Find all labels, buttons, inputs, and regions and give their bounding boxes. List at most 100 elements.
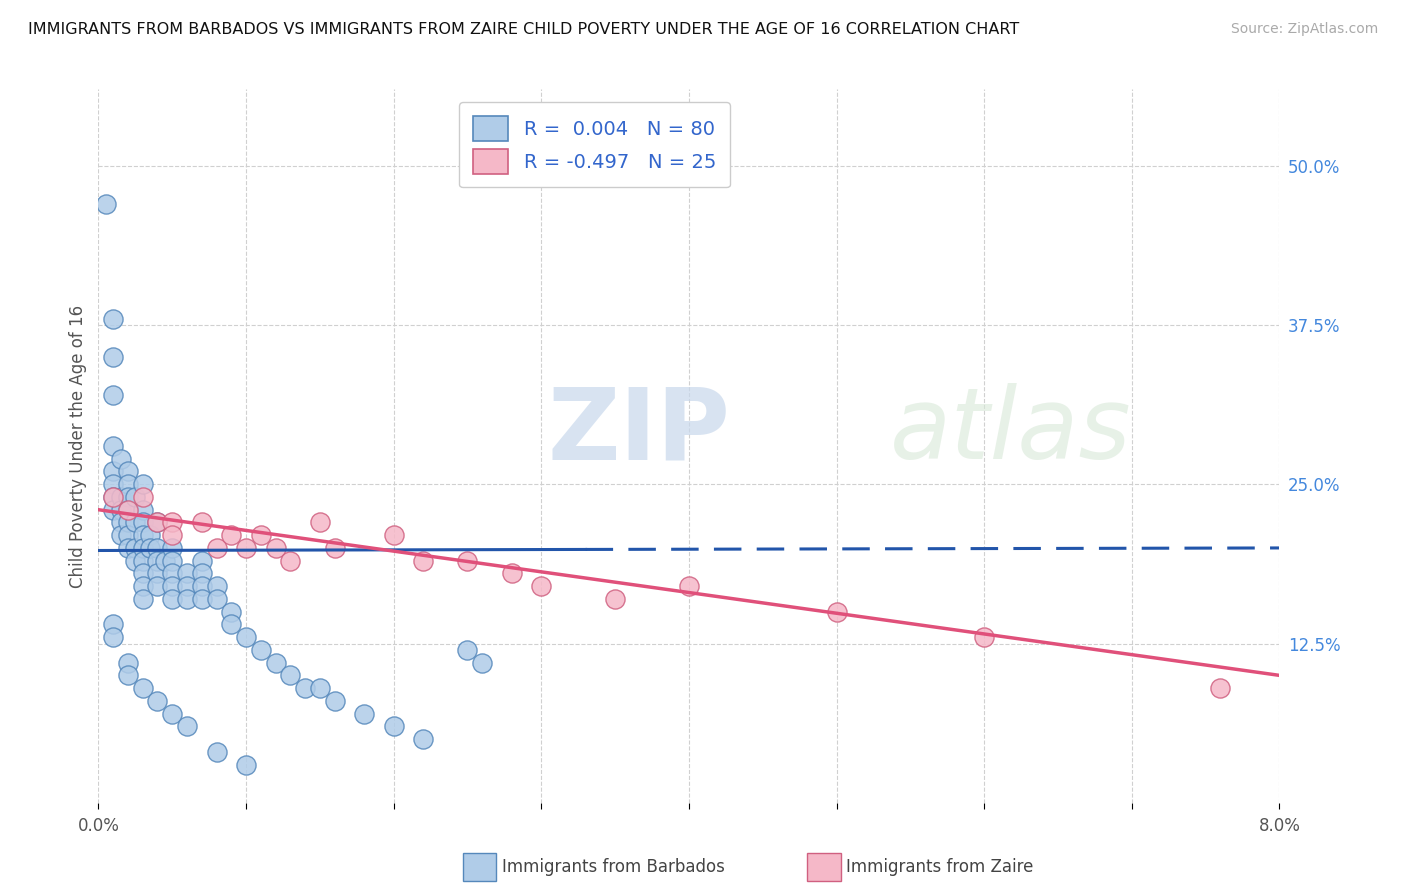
- Point: [103, 490, 125, 504]
- Point: [219, 528, 242, 542]
- Point: [235, 630, 257, 644]
- Point: [146, 516, 169, 530]
- Point: [103, 502, 125, 516]
- Point: [110, 516, 132, 530]
- Point: [412, 554, 434, 568]
- Point: [219, 605, 242, 619]
- Point: [103, 388, 125, 402]
- Point: [205, 745, 228, 759]
- Point: [294, 681, 316, 695]
- Point: [103, 311, 125, 326]
- Point: [264, 656, 287, 670]
- Point: [110, 502, 132, 516]
- Point: [146, 516, 169, 530]
- Point: [162, 554, 183, 568]
- Point: [132, 477, 155, 491]
- Point: [132, 528, 155, 542]
- Y-axis label: Child Poverty Under the Age of 16: Child Poverty Under the Age of 16: [69, 304, 87, 588]
- Point: [323, 694, 346, 708]
- Point: [117, 465, 139, 479]
- Point: [103, 630, 125, 644]
- Point: [530, 579, 553, 593]
- Point: [162, 566, 183, 581]
- Point: [456, 643, 478, 657]
- Point: [139, 528, 162, 542]
- Point: [191, 554, 214, 568]
- Point: [117, 490, 139, 504]
- Point: [124, 541, 146, 555]
- Point: [382, 528, 405, 542]
- Point: [605, 591, 627, 606]
- Point: [162, 516, 183, 530]
- Point: [456, 554, 478, 568]
- Point: [110, 490, 132, 504]
- Point: [132, 591, 155, 606]
- Point: [124, 490, 146, 504]
- Point: [205, 541, 228, 555]
- Point: [103, 477, 125, 491]
- Point: [162, 541, 183, 555]
- Point: [162, 706, 183, 721]
- Point: [162, 528, 183, 542]
- Point: [146, 554, 169, 568]
- Point: [146, 579, 169, 593]
- Point: [132, 579, 155, 593]
- Point: [176, 719, 198, 733]
- Point: [678, 579, 700, 593]
- Point: [308, 516, 332, 530]
- Point: [132, 490, 155, 504]
- Point: [117, 502, 139, 516]
- Point: [278, 554, 302, 568]
- Point: [132, 681, 155, 695]
- Point: [117, 516, 139, 530]
- Point: [139, 541, 162, 555]
- Point: [191, 516, 214, 530]
- Text: IMMIGRANTS FROM BARBADOS VS IMMIGRANTS FROM ZAIRE CHILD POVERTY UNDER THE AGE OF: IMMIGRANTS FROM BARBADOS VS IMMIGRANTS F…: [28, 22, 1019, 37]
- Point: [162, 579, 183, 593]
- Point: [250, 643, 273, 657]
- Point: [103, 439, 125, 453]
- Point: [176, 579, 198, 593]
- Point: [153, 554, 176, 568]
- Point: [191, 591, 214, 606]
- Point: [117, 477, 139, 491]
- Legend: R =  0.004   N = 80, R = -0.497   N = 25: R = 0.004 N = 80, R = -0.497 N = 25: [460, 103, 730, 187]
- Point: [205, 579, 228, 593]
- Text: atlas: atlas: [890, 384, 1132, 480]
- Point: [146, 566, 169, 581]
- Point: [471, 656, 494, 670]
- Point: [205, 591, 228, 606]
- Point: [103, 465, 125, 479]
- Point: [264, 541, 287, 555]
- Point: [132, 541, 155, 555]
- Point: [219, 617, 242, 632]
- Point: [94, 197, 117, 211]
- Point: [146, 694, 169, 708]
- Point: [176, 591, 198, 606]
- Point: [191, 566, 214, 581]
- Point: [191, 579, 214, 593]
- Point: [973, 630, 995, 644]
- Point: [124, 516, 146, 530]
- Point: [323, 541, 346, 555]
- Point: [132, 516, 155, 530]
- Point: [146, 541, 169, 555]
- Point: [353, 706, 375, 721]
- Point: [382, 719, 405, 733]
- Point: [117, 668, 139, 682]
- Text: Immigrants from Barbados: Immigrants from Barbados: [502, 858, 725, 876]
- Point: [278, 668, 302, 682]
- Point: [176, 566, 198, 581]
- Point: [1209, 681, 1232, 695]
- Point: [117, 528, 139, 542]
- Point: [132, 502, 155, 516]
- Point: [132, 554, 155, 568]
- Point: [103, 617, 125, 632]
- Point: [117, 502, 139, 516]
- Point: [162, 591, 183, 606]
- Point: [117, 541, 139, 555]
- Point: [103, 490, 125, 504]
- Point: [825, 605, 848, 619]
- Point: [308, 681, 332, 695]
- Point: [103, 350, 125, 364]
